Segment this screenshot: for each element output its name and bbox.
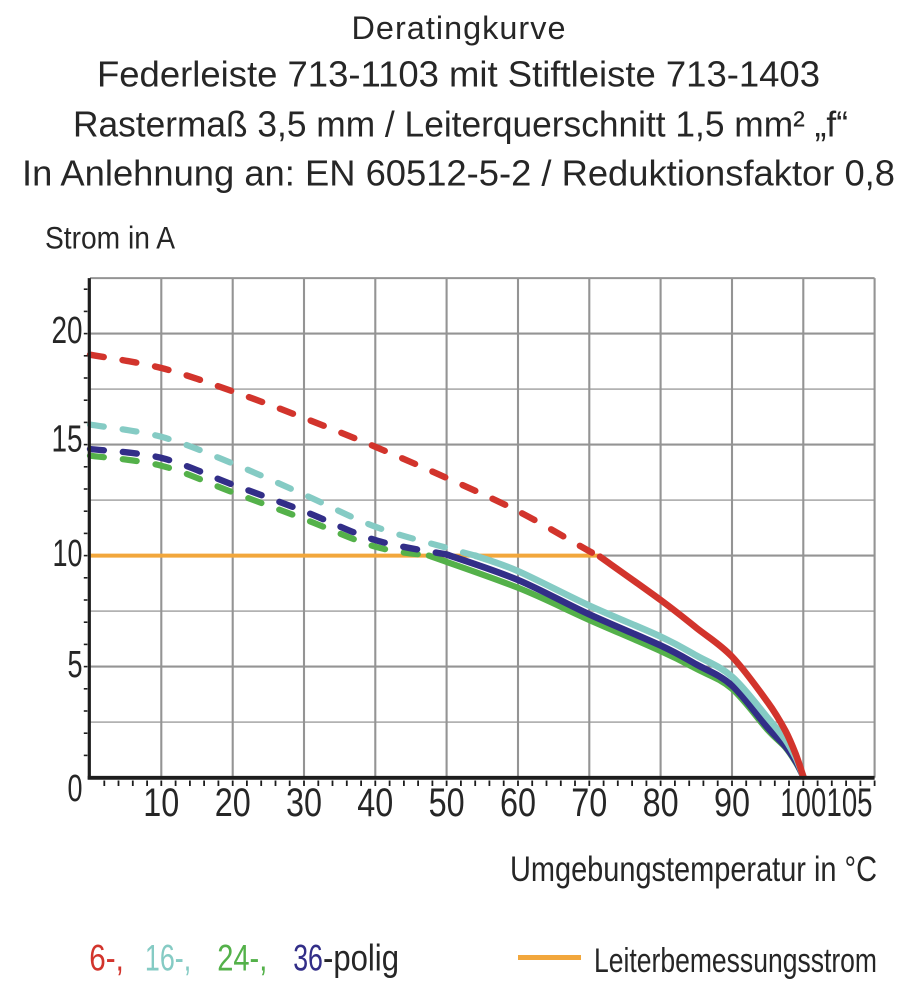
svg-text:Umgebungstemperatur in °C: Umgebungstemperatur in °C: [510, 850, 877, 889]
svg-text:50: 50: [429, 781, 465, 825]
svg-text:In Anlehnung an: EN 60512-5-2: In Anlehnung an: EN 60512-5-2 / Reduktio…: [22, 152, 895, 193]
svg-text:10: 10: [53, 533, 83, 575]
svg-text:80: 80: [643, 781, 679, 825]
svg-text:24-,: 24-,: [217, 938, 267, 979]
svg-text:5: 5: [68, 644, 83, 686]
svg-text:-polig: -polig: [323, 938, 399, 979]
svg-text:Deratingkurve: Deratingkurve: [352, 10, 566, 46]
svg-text:70: 70: [571, 781, 607, 825]
svg-text:10: 10: [143, 781, 179, 825]
svg-text:Federleiste 713-1103 mit Stift: Federleiste 713-1103 mit Stiftleiste 713…: [97, 53, 820, 94]
svg-text:105: 105: [827, 781, 873, 825]
svg-text:0: 0: [68, 768, 83, 810]
svg-text:15: 15: [52, 419, 83, 461]
svg-text:40: 40: [357, 781, 393, 825]
svg-text:100: 100: [780, 781, 826, 825]
svg-text:6-,: 6-,: [89, 938, 124, 979]
svg-text:36: 36: [293, 938, 323, 979]
svg-text:30: 30: [286, 781, 322, 825]
svg-text:20: 20: [52, 310, 83, 352]
svg-text:Strom in A: Strom in A: [45, 219, 175, 255]
svg-text:90: 90: [714, 781, 750, 825]
svg-text:20: 20: [215, 781, 251, 825]
svg-text:16-,: 16-,: [145, 938, 191, 979]
svg-text:Leiterbemessungsstrom: Leiterbemessungsstrom: [594, 942, 877, 980]
svg-text:60: 60: [500, 781, 536, 825]
svg-text:Rastermaß 3,5 mm / Leiterquers: Rastermaß 3,5 mm / Leiterquerschnitt 1,5…: [73, 104, 848, 145]
